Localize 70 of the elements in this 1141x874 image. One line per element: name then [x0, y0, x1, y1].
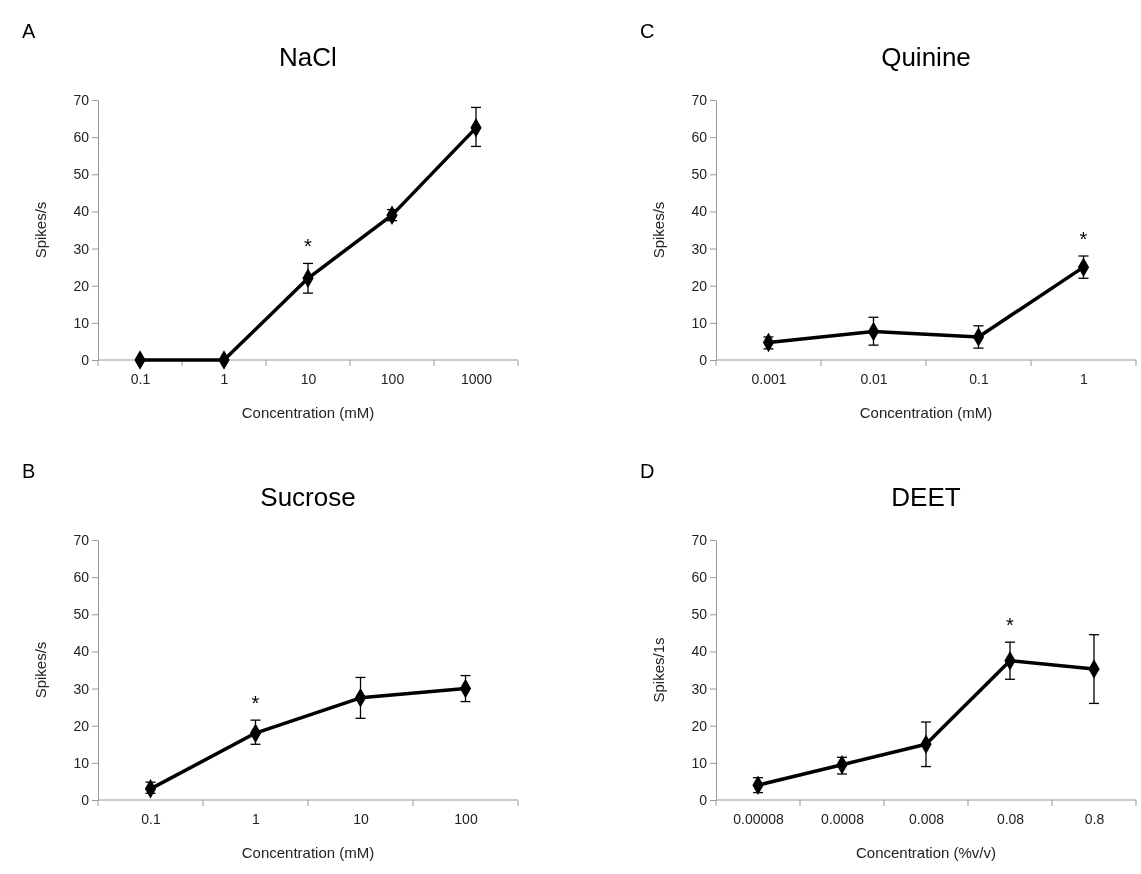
x-tick-label: 1	[1080, 370, 1089, 387]
x-tick-label: 0.001	[751, 370, 787, 387]
text: B	[22, 460, 36, 482]
text: D	[640, 460, 655, 482]
y-tick-label: 20	[73, 717, 90, 734]
y-tick-label: 40	[691, 643, 708, 660]
x-tick-label: 1	[252, 810, 261, 827]
x-tick-label: 0.08	[996, 810, 1025, 827]
y-tick-label: 30	[73, 680, 90, 697]
annotation: *	[251, 692, 260, 715]
y-tick-label: 60	[73, 569, 90, 586]
x-tick-label: 100	[454, 810, 478, 827]
x-tick-label: 10	[353, 810, 369, 827]
chart-title: Sucrose	[260, 482, 356, 512]
y-axis-title: Spikes/s	[32, 201, 49, 259]
annotation: *	[1006, 614, 1015, 637]
x-tick-label: 0.1	[141, 810, 161, 827]
x-axis-title: Concentration (mM)	[859, 404, 993, 421]
x-tick-label: 0.01	[860, 370, 888, 387]
x-tick-label: 0.1	[969, 370, 989, 387]
y-tick-label: 50	[73, 166, 90, 183]
y-tick-label: 20	[73, 277, 90, 294]
y-axis-title: Spikes/s	[650, 201, 667, 259]
y-tick-label: 20	[691, 277, 708, 294]
y-tick-label: 30	[73, 240, 90, 257]
x-tick-label: 100	[380, 370, 405, 387]
x-axis-title: Concentration (mM)	[241, 844, 375, 861]
y-tick-label: 70	[691, 531, 708, 548]
y-tick-label: 40	[73, 203, 90, 220]
y-tick-label: 0	[699, 791, 708, 808]
annotation: *	[1079, 228, 1088, 250]
chart-title: NaCl	[279, 42, 337, 72]
x-tick-label: 1	[220, 370, 229, 387]
y-tick-label: 0	[699, 351, 708, 368]
y-tick-label: 20	[691, 717, 708, 734]
y-tick-label: 70	[73, 531, 90, 548]
x-tick-label: 1000	[460, 370, 493, 387]
y-tick-label: 0	[81, 791, 90, 808]
x-axis-title: Concentration (mM)	[241, 404, 375, 421]
y-tick-label: 10	[73, 314, 90, 331]
y-tick-label: 40	[691, 203, 708, 220]
text: C	[640, 20, 655, 42]
text: A	[22, 20, 36, 42]
y-tick-label: 50	[691, 166, 708, 183]
annotation: *	[304, 235, 313, 258]
y-tick-label: 40	[73, 643, 90, 660]
x-tick-label: 0.8	[1084, 810, 1105, 827]
x-tick-label: 0.0008	[821, 810, 865, 827]
y-tick-label: 60	[691, 129, 708, 146]
y-tick-label: 10	[691, 314, 708, 331]
y-axis-title: Spikes/s	[32, 641, 49, 699]
y-tick-label: 50	[691, 606, 708, 623]
y-tick-label: 50	[73, 606, 90, 623]
y-tick-label: 30	[691, 240, 708, 257]
x-tick-label: 0.00008	[733, 810, 785, 827]
x-tick-label: 10	[300, 370, 317, 387]
y-tick-label: 60	[73, 129, 90, 146]
x-tick-label: 0.1	[130, 370, 151, 387]
y-tick-label: 70	[73, 91, 90, 108]
chart-title: DEET	[891, 482, 961, 512]
y-tick-label: 10	[73, 754, 90, 771]
y-tick-label: 30	[691, 680, 708, 697]
y-tick-label: 0	[81, 351, 90, 368]
y-tick-label: 60	[691, 569, 708, 586]
chart-title: Quinine	[881, 42, 971, 72]
y-axis-title: Spikes/1s	[650, 637, 667, 703]
x-tick-label: 0.008	[908, 810, 945, 827]
y-tick-label: 70	[691, 91, 708, 108]
y-tick-label: 10	[691, 754, 708, 771]
x-axis-title: Concentration (%v/v)	[855, 844, 997, 861]
